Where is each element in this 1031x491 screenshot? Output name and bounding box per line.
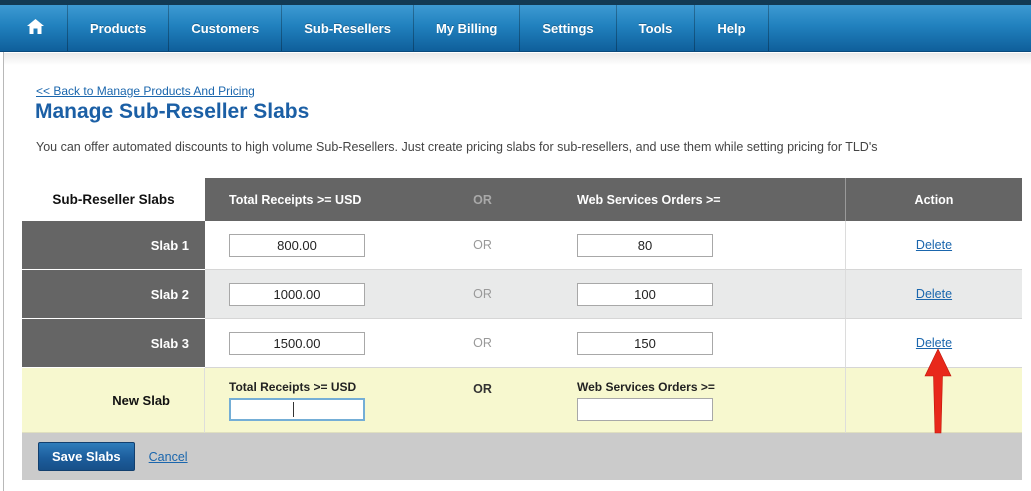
- nav-item-tools[interactable]: Tools: [617, 5, 696, 51]
- header-sub-reseller-slabs: Sub-Reseller Slabs: [22, 178, 205, 221]
- new-slab-action-cell: [845, 368, 1022, 433]
- table-header-row: Sub-Reseller Slabs Total Receipts >= USD…: [22, 178, 1022, 221]
- new-orders-field-label: Web Services Orders >=: [577, 379, 715, 394]
- slab-3-delete-link[interactable]: Delete: [915, 336, 953, 350]
- save-slabs-button[interactable]: Save Slabs: [38, 442, 135, 471]
- new-orders-input[interactable]: [577, 397, 713, 421]
- slab-2-label: Slab 2: [22, 270, 205, 319]
- header-or: OR: [460, 178, 505, 221]
- sub-reseller-slabs-table: Sub-Reseller Slabs Total Receipts >= USD…: [22, 178, 1022, 433]
- new-receipts-input[interactable]: [229, 397, 365, 421]
- new-slab-row: New Slab Total Receipts >= USD OR Web Se…: [22, 368, 1022, 433]
- home-icon: [27, 19, 44, 37]
- top-border-strip: [0, 0, 1031, 5]
- slab-3-orders-input[interactable]: [577, 331, 713, 355]
- slab-1-orders-input[interactable]: [577, 233, 713, 257]
- slab-3-label: Slab 3: [22, 319, 205, 368]
- cancel-link[interactable]: Cancel: [148, 449, 188, 464]
- nav-item-home[interactable]: [4, 5, 68, 51]
- footer-bar: Save Slabs Cancel: [22, 433, 1022, 480]
- new-slab-label: New Slab: [22, 368, 205, 433]
- or-label: OR: [473, 238, 492, 252]
- table-row: Slab 2 OR Delete: [22, 270, 1022, 319]
- slab-2-orders-input[interactable]: [577, 282, 713, 306]
- slab-2-delete-link[interactable]: Delete: [915, 287, 953, 301]
- back-link[interactable]: << Back to Manage Products And Pricing: [36, 84, 255, 98]
- nav-item-products[interactable]: Products: [68, 5, 170, 51]
- main-nav: Products Customers Sub-Resellers My Bill…: [0, 5, 1031, 52]
- slab-1-label: Slab 1: [22, 221, 205, 270]
- or-label: OR: [473, 287, 492, 301]
- nav-item-customers[interactable]: Customers: [169, 5, 283, 51]
- nav-item-my-billing[interactable]: My Billing: [414, 5, 521, 51]
- header-total-receipts: Total Receipts >= USD: [205, 178, 460, 221]
- content-top-fade: [4, 53, 1031, 65]
- slab-1-receipts-input[interactable]: [229, 233, 365, 257]
- slab-1-delete-link[interactable]: Delete: [915, 238, 953, 252]
- table-row: Slab 1 OR Delete: [22, 221, 1022, 270]
- new-receipts-field-label: Total Receipts >= USD: [229, 379, 357, 394]
- header-web-services-orders: Web Services Orders >=: [505, 178, 845, 221]
- or-label: OR: [473, 336, 492, 350]
- new-or-label: OR: [460, 368, 505, 433]
- page-description: You can offer automated discounts to hig…: [36, 140, 878, 154]
- text-caret: [293, 401, 294, 417]
- slab-2-receipts-input[interactable]: [229, 282, 365, 306]
- table-row: Slab 3 OR Delete: [22, 319, 1022, 368]
- page-left-border: [3, 52, 4, 491]
- nav-item-sub-resellers[interactable]: Sub-Resellers: [282, 5, 414, 51]
- nav-item-help[interactable]: Help: [695, 5, 769, 51]
- header-action: Action: [845, 178, 1022, 221]
- slab-3-receipts-input[interactable]: [229, 331, 365, 355]
- page-title: Manage Sub-Reseller Slabs: [35, 100, 310, 123]
- nav-item-settings[interactable]: Settings: [520, 5, 617, 51]
